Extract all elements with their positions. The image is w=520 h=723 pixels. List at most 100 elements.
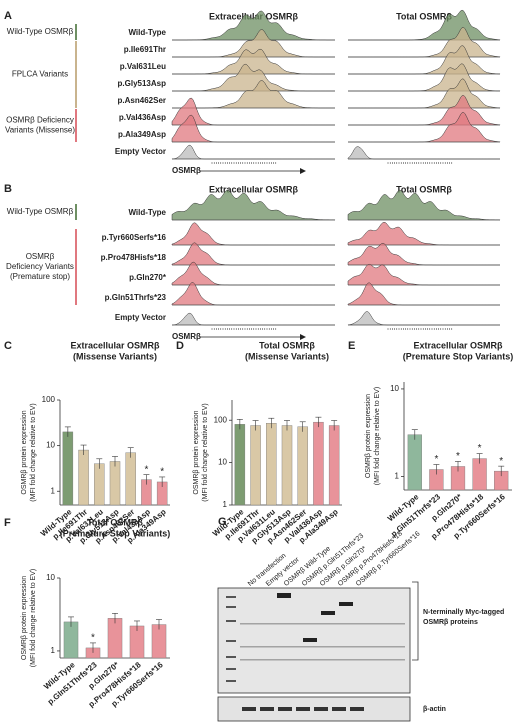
- row-label: p.Gln51Thrfs*23: [105, 293, 167, 302]
- bracket-label: N-terminally Myc-tagged: [423, 609, 504, 616]
- histogram: [171, 282, 335, 306]
- row-label: p.Val631Leu: [120, 62, 166, 71]
- arrow-head: [300, 334, 306, 340]
- significance: *: [144, 464, 148, 475]
- y-tick-label: 10: [218, 458, 227, 467]
- histogram: [171, 222, 335, 246]
- histogram: [347, 242, 500, 266]
- western-blot: [217, 581, 419, 722]
- y-tick-label: 10: [46, 441, 55, 450]
- group-label: OSMRβ: [26, 252, 55, 261]
- chart-title: Extracellular OSMRβ: [413, 340, 503, 350]
- bar: [109, 461, 121, 506]
- panel-letter: E: [348, 340, 355, 352]
- histogram: [347, 221, 500, 246]
- group-label: Wild-Type OSMRβ: [7, 27, 74, 36]
- panel-letter: D: [176, 340, 184, 352]
- bar: [151, 624, 167, 659]
- specific-bands: [277, 593, 353, 642]
- arrow-head: [300, 168, 306, 174]
- bar: [407, 434, 422, 491]
- group-label: Wild-Type OSMRβ: [7, 207, 74, 216]
- y-axis-label: (MFI fold change relative to EV): [30, 403, 37, 501]
- histogram: [171, 144, 335, 160]
- bar: [250, 425, 261, 506]
- group-label: OSMRβ Deficiency: [6, 116, 74, 125]
- y-tick-label: 1: [395, 472, 400, 481]
- row-label: p.Gly513Asp: [118, 79, 167, 88]
- chart-title: (Premature Stop Variants): [403, 351, 514, 361]
- y-tick-label: 1: [51, 486, 56, 495]
- histogram: [347, 146, 500, 160]
- significance: *: [434, 454, 438, 465]
- panel-letter: A: [4, 10, 12, 22]
- row-label: p.Pro478Hisfs*18: [101, 253, 167, 262]
- histogram: [347, 189, 501, 221]
- bar: [328, 425, 340, 506]
- y-tick-label: 10: [46, 573, 55, 582]
- significance: *: [478, 443, 482, 454]
- bracket-label: OSMRβ proteins: [423, 619, 478, 626]
- bar: [313, 421, 324, 506]
- row-label: p.Tyr660Serfs*16: [102, 233, 167, 242]
- bar: [62, 431, 74, 506]
- significance: *: [91, 633, 95, 644]
- group-label: FPLCA Variants: [12, 70, 68, 79]
- plot-title: Extracellular OSMRβ: [209, 184, 299, 194]
- significance: *: [160, 467, 164, 478]
- y-axis-label: (MFI fold change relative to EV): [30, 569, 37, 667]
- plot-title: Extracellular OSMRβ: [209, 11, 299, 21]
- group-label: Variants (Missense): [5, 126, 75, 135]
- histogram: [171, 261, 335, 286]
- y-axis-label: (MFI fold change relative to EV): [374, 387, 381, 485]
- y-tick-label: 10: [390, 384, 399, 393]
- histogram: [171, 312, 335, 326]
- chart-title: (Missense Variants): [245, 351, 329, 361]
- loading-label: β-actin: [423, 706, 446, 713]
- y-tick-label: 100: [42, 395, 56, 404]
- significance: *: [456, 451, 460, 462]
- histogram: [347, 311, 500, 326]
- row-label: Empty Vector: [115, 147, 166, 156]
- y-tick-label: 100: [214, 415, 228, 424]
- y-axis-label: OSMRβ protein expression: [193, 410, 200, 494]
- chart-title: (Missense Variants): [73, 351, 157, 361]
- panel-letter: G: [218, 516, 227, 528]
- bar: [266, 423, 277, 506]
- row-label: Empty Vector: [115, 313, 166, 322]
- row-label: Wild-Type: [128, 28, 166, 37]
- bar: [94, 463, 105, 506]
- histogram: [171, 242, 335, 266]
- chart-title: (Premature Stop Variants): [60, 528, 171, 538]
- bar: [281, 425, 293, 506]
- row-label: p.Ala349Asp: [118, 130, 166, 139]
- bar: [125, 452, 136, 506]
- row-label: p.Val436Asp: [119, 113, 166, 122]
- panel-letter: C: [4, 340, 12, 352]
- y-tick-label: 1: [51, 646, 56, 655]
- row-label: p.Asn462Ser: [118, 96, 166, 105]
- plot-title: Total OSMRβ: [396, 11, 452, 21]
- chart-title: Total OSMRβ: [259, 340, 315, 350]
- histogram: [347, 282, 500, 306]
- histogram: [347, 263, 500, 286]
- row-label: p.Ile691Thr: [124, 45, 166, 54]
- bar: [297, 426, 308, 506]
- panel-letter: F: [4, 517, 11, 529]
- y-axis-label: (MFI fold change relative to EV): [202, 403, 209, 501]
- bar: [78, 449, 89, 506]
- axis-label: OSMRβ: [172, 166, 201, 175]
- y-tick-label: 1: [223, 500, 228, 509]
- chart-title: Extracellular OSMRβ: [70, 340, 160, 350]
- group-label: Deficiency Variants: [6, 262, 74, 271]
- bar: [107, 618, 123, 659]
- y-axis-label: OSMRβ protein expression: [21, 410, 28, 494]
- y-axis-label: OSMRβ protein expression: [365, 394, 372, 478]
- bracket: [412, 581, 419, 661]
- background-bands: [240, 623, 405, 661]
- significance: *: [499, 456, 503, 467]
- panel-letter: B: [4, 183, 12, 195]
- histogram: [172, 10, 335, 41]
- ladder: [226, 596, 236, 682]
